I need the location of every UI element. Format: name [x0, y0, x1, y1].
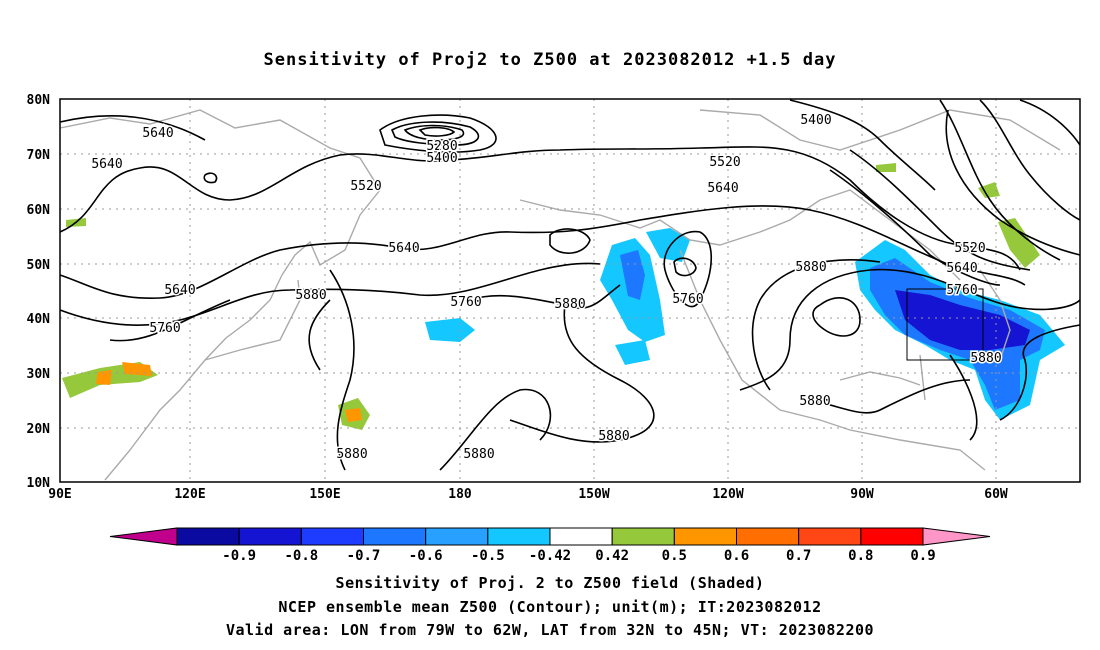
contour-label: 5640 [707, 181, 738, 196]
lon-label: 180 [448, 487, 472, 502]
lat-label: 20N [27, 422, 51, 437]
lat-label: 50N [27, 258, 51, 273]
contour-label: 5760 [672, 292, 703, 307]
contour-label: 5880 [795, 260, 826, 275]
negative-sensitivity-region [615, 340, 650, 365]
contour-label: 5880 [970, 351, 1001, 366]
contour-label: 5880 [799, 394, 830, 409]
positive-sensitivity-region [978, 182, 1000, 198]
colorbar-tick-label: -0.5 [471, 548, 505, 564]
contour-label: 5520 [709, 155, 740, 170]
negative-sensitivity-region [425, 318, 475, 342]
lat-label: 70N [27, 148, 51, 163]
lon-label: 90E [48, 487, 71, 502]
colorbar-box [425, 527, 489, 546]
contour-label: 5880 [295, 288, 326, 303]
figure-title: Sensitivity of Proj2 to Z500 at 20230820… [263, 50, 837, 70]
colorbar-right-arrow [922, 527, 991, 546]
contour-label: 5640 [388, 241, 419, 256]
contour-label: 5520 [350, 179, 381, 194]
colorbar-tick-label: -0.42 [529, 548, 571, 564]
colorbar-box [487, 527, 551, 546]
colorbar-tick-label: 0.8 [848, 548, 873, 564]
contour-label: 5520 [954, 241, 985, 256]
colorbar-box [363, 527, 427, 546]
caption-line-3: Valid area: LON from 79W to 62W, LAT fro… [225, 621, 875, 639]
colorbar-tick-label: 0.6 [724, 548, 749, 564]
colorbar-tick-label: 0.42 [595, 548, 629, 564]
lon-label: 120E [174, 487, 205, 502]
contour-label: 5400 [800, 113, 831, 128]
valid-area-box [906, 288, 984, 361]
colorbar-tick-label: 0.7 [786, 548, 811, 564]
positive-sensitivity-region [345, 408, 362, 422]
positive-sensitivity-region [998, 218, 1040, 268]
colorbar [109, 527, 991, 546]
contour-label: 5280 [426, 139, 457, 154]
lon-label: 120W [712, 487, 743, 502]
contour-label: 5880 [463, 447, 494, 462]
graticule [60, 99, 1080, 482]
contour-label: 5640 [142, 126, 173, 141]
colorbar-tick-label: -0.9 [222, 548, 256, 564]
colorbar-box [860, 527, 924, 546]
colorbar-tick-label: 0.9 [910, 548, 935, 564]
positive-sensitivity-region [96, 370, 112, 385]
colorbar-box [736, 527, 800, 546]
lat-label: 60N [27, 203, 51, 218]
negative-sensitivity-region [895, 290, 1030, 350]
contour-label: 5760 [946, 283, 977, 298]
colorbar-tick-label: -0.7 [347, 548, 381, 564]
z500-contours [59, 99, 1081, 471]
lon-label: 90W [850, 487, 874, 502]
contour-label: 5880 [598, 429, 629, 444]
contour-label: 5400 [426, 151, 457, 166]
negative-sensitivity-region [620, 250, 645, 300]
coastlines [59, 109, 1061, 481]
lat-label: 40N [27, 312, 51, 327]
positive-sensitivity-region [122, 362, 152, 376]
colorbar-box [611, 527, 675, 546]
lon-label: 150W [578, 487, 609, 502]
contour-label: 5640 [91, 157, 122, 172]
lat-label: 10N [27, 476, 51, 491]
positive-sensitivity-region [876, 163, 896, 172]
colorbar-left-arrow [109, 527, 178, 546]
map-frame [59, 98, 1081, 483]
colorbar-box [176, 527, 240, 546]
colorbar-tick-label: -0.6 [409, 548, 443, 564]
colorbar-box [673, 527, 737, 546]
contour-label: 5640 [946, 261, 977, 276]
lon-label: 150E [309, 487, 340, 502]
colorbar-box [549, 527, 613, 546]
colorbar-box [238, 527, 302, 546]
caption-line-1: Sensitivity of Proj. 2 to Z500 field (Sh… [335, 574, 765, 592]
contour-label: 5880 [336, 447, 367, 462]
lat-label: 80N [27, 93, 51, 108]
contour-label: 5760 [450, 295, 481, 310]
lat-label: 30N [27, 367, 51, 382]
contour-label: 5760 [149, 321, 180, 336]
contour-label: 5640 [164, 283, 195, 298]
colorbar-box [798, 527, 862, 546]
colorbar-tick-label: -0.8 [284, 548, 318, 564]
lon-label: 60W [984, 487, 1008, 502]
contour-label: 5880 [554, 297, 585, 312]
colorbar-tick-label: 0.5 [662, 548, 687, 564]
caption-line-2: NCEP ensemble mean Z500 (Contour); unit(… [278, 598, 822, 616]
colorbar-box [300, 527, 365, 546]
